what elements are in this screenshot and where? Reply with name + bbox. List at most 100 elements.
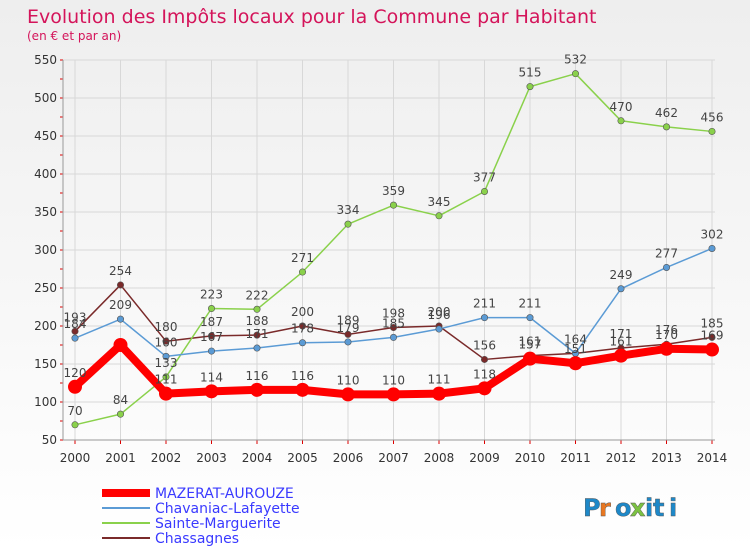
data-point (614, 348, 628, 363)
data-label: 188 (246, 314, 269, 328)
data-point (253, 331, 261, 339)
data-label: 223 (200, 288, 223, 302)
data-point (344, 220, 352, 228)
x-tick-label: 2008 (424, 451, 455, 465)
data-label: 161 (610, 335, 633, 349)
y-tick-label: 400 (34, 167, 57, 181)
data-label: 271 (291, 251, 314, 265)
data-point (708, 244, 716, 252)
legend-label: MAZERAT-AUROUZE (155, 486, 294, 502)
data-point (435, 212, 443, 220)
y-tick-label: 550 (34, 53, 57, 67)
logo-letter: t (653, 494, 664, 522)
data-point (708, 127, 716, 135)
x-tick-label: 2012 (606, 451, 637, 465)
data-label: 211 (473, 297, 496, 311)
data-point (526, 314, 534, 322)
y-tick-label: 200 (34, 319, 57, 333)
data-point (389, 333, 397, 341)
data-point (295, 382, 310, 397)
data-point (117, 315, 125, 323)
data-point (71, 421, 79, 429)
x-tick-label: 2004 (242, 451, 273, 465)
data-label: 277 (655, 246, 678, 260)
data-label: 345 (428, 195, 451, 209)
data-label: 167 (200, 330, 223, 344)
data-label: 120 (64, 366, 87, 380)
data-label: 189 (337, 313, 360, 327)
data-label: 198 (382, 307, 405, 321)
data-point (71, 334, 79, 342)
data-label: 118 (473, 367, 496, 381)
x-tick-label: 2014 (697, 451, 728, 465)
data-point (71, 327, 79, 335)
data-point (208, 332, 216, 340)
data-point (477, 381, 492, 396)
data-label: 161 (519, 335, 542, 349)
logo-letter: o (615, 494, 632, 522)
data-point (298, 339, 306, 347)
data-point (480, 187, 488, 195)
data-label: 114 (200, 370, 223, 384)
data-point (341, 387, 355, 402)
data-label: 209 (109, 298, 132, 312)
x-tick-label: 2011 (560, 451, 591, 465)
y-tick-label: 350 (34, 205, 57, 219)
data-label: 178 (291, 322, 314, 336)
y-tick-label: 450 (34, 129, 57, 143)
data-point (568, 356, 583, 371)
data-label: 334 (337, 203, 360, 217)
data-label: 133 (155, 356, 178, 370)
data-label: 185 (701, 316, 724, 330)
data-label: 462 (655, 106, 678, 120)
legend-label: Chassagnes (155, 531, 239, 547)
x-tick-label: 2007 (378, 451, 409, 465)
data-point (117, 410, 125, 418)
data-point (526, 83, 534, 91)
data-label: 180 (155, 320, 178, 334)
data-point (162, 373, 170, 381)
y-tick-label: 50 (42, 433, 57, 447)
data-point (617, 117, 625, 125)
series-lines (68, 70, 719, 429)
data-point (208, 347, 216, 355)
data-point (659, 341, 674, 356)
data-label: 184 (64, 317, 87, 331)
logo-letter: r (599, 494, 611, 522)
y-tick-label: 300 (34, 243, 57, 257)
data-point (386, 387, 401, 402)
data-point (117, 281, 125, 289)
legend: MAZERAT-AUROUZEChavaniac-LafayetteSainte… (102, 486, 300, 547)
data-label: 179 (337, 321, 360, 335)
data-label: 170 (655, 328, 678, 342)
data-point (480, 355, 488, 363)
x-tick-label: 2003 (196, 451, 227, 465)
x-tick-label: 2006 (333, 451, 364, 465)
logo-letter: i (645, 494, 653, 522)
legend-label: Sainte-Marguerite (155, 516, 281, 532)
data-label: 70 (67, 404, 82, 418)
data-label: 200 (291, 305, 314, 319)
data-label: 169 (701, 329, 724, 343)
data-point (389, 324, 397, 332)
data-label: 156 (473, 338, 496, 352)
data-label: 116 (246, 369, 269, 383)
data-point (344, 330, 352, 338)
data-label: 249 (610, 268, 633, 282)
data-point (298, 268, 306, 276)
data-label: 193 (64, 310, 87, 324)
data-point (662, 263, 670, 271)
chart-subtitle: (en € et par an) (27, 29, 121, 43)
x-tick-label: 2001 (105, 451, 136, 465)
data-point (253, 344, 261, 352)
data-point (344, 338, 352, 346)
data-label: 111 (428, 373, 451, 387)
data-label: 456 (701, 110, 724, 124)
logo-letter: x (630, 494, 646, 522)
data-label: 164 (564, 332, 587, 346)
x-tick-label: 2002 (151, 451, 182, 465)
